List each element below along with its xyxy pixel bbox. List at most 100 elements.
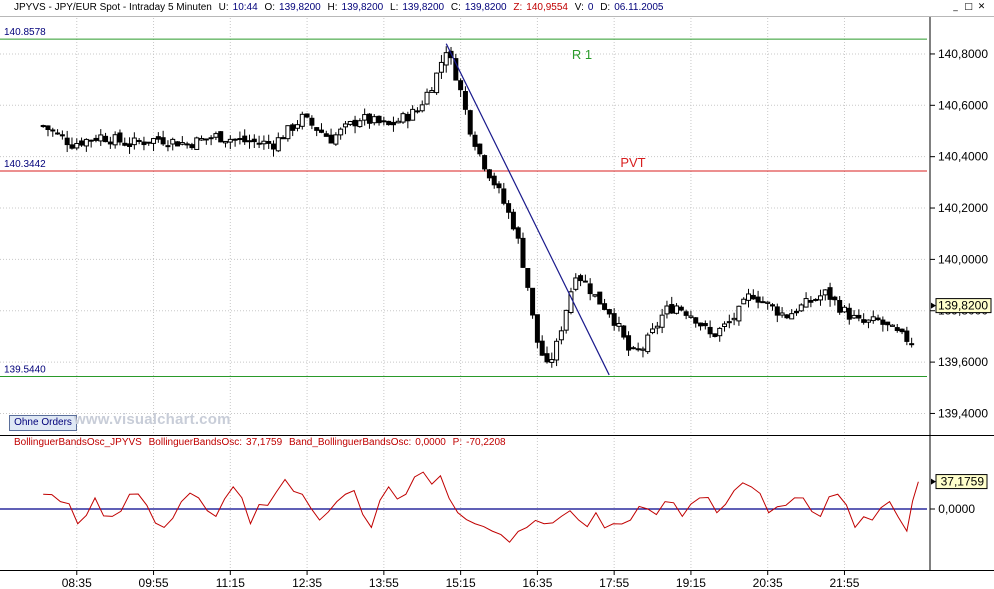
candle-up — [371, 116, 377, 124]
v-value: 0 — [587, 2, 594, 13]
time-tick-label: 12:35 — [292, 576, 322, 589]
price-tick-label: 139,6000 — [938, 355, 988, 369]
watermark: www.visualchart.com — [74, 411, 231, 428]
candle-down — [693, 317, 699, 324]
u-label: U: — [218, 2, 229, 13]
candle-down — [165, 145, 171, 148]
candle-up — [736, 305, 742, 322]
close-icon[interactable]: ✕ — [977, 2, 986, 12]
candle-down — [55, 132, 61, 135]
candle-up — [889, 324, 895, 327]
price-axis[interactable]: 140,8000 140,6000 140,4000 140,2000 140,0000… — [930, 47, 992, 421]
candle-down — [390, 121, 396, 126]
c-value: 139,8200 — [464, 2, 507, 13]
candle-down — [405, 113, 411, 122]
candle-down — [141, 141, 147, 146]
d-label: D: — [600, 2, 611, 13]
candle-down — [587, 283, 593, 295]
candle-up — [765, 301, 771, 304]
candle-up — [789, 313, 795, 320]
oscillator-title: BollinguerBandsOsc_JPYVS BollinguerBands… — [14, 437, 510, 448]
candle-down — [318, 129, 324, 133]
candle-up — [554, 340, 560, 361]
ohne-orders-button[interactable]: Ohne Orders — [9, 415, 77, 431]
candle-down — [251, 138, 257, 143]
o-value: 139,8200 — [279, 2, 321, 13]
candle-up — [438, 61, 444, 73]
candle-up — [294, 124, 300, 129]
candle-up — [275, 137, 281, 152]
candle-down — [486, 169, 492, 179]
candle-down — [894, 327, 900, 331]
candle-up — [870, 316, 876, 322]
candle-up — [419, 104, 425, 112]
price-tick-label: 140,2000 — [938, 201, 988, 215]
candle-up — [817, 295, 823, 301]
candle-down — [242, 135, 248, 143]
candle-down — [582, 280, 588, 283]
minimize-icon[interactable]: _ — [953, 2, 958, 12]
candle-down — [899, 328, 905, 333]
time-tick-label: 11:15 — [216, 576, 245, 589]
level-value-label: 140.3442 — [4, 159, 46, 170]
candle-up — [227, 138, 233, 143]
candle-down — [175, 141, 181, 147]
last-price-pointer — [931, 302, 936, 309]
trendline-segment — [445, 43, 610, 376]
candle-down — [606, 309, 612, 315]
candle-up — [558, 330, 564, 341]
candle-down — [107, 141, 113, 145]
candle-down — [707, 326, 713, 335]
c-label: C: — [450, 2, 461, 13]
candle-up — [338, 128, 344, 136]
price-tick-label: 140,0000 — [938, 252, 988, 266]
candle-down — [702, 323, 708, 327]
candle-up — [592, 294, 598, 297]
time-tick-label: 16:35 — [522, 576, 552, 589]
time-tick-label: 13:55 — [369, 576, 399, 589]
candle-down — [774, 306, 780, 316]
chart-header: JPYVS - JPY/EUR Spot - Intraday 5 Minute… — [0, 0, 994, 17]
candle-down — [578, 275, 584, 282]
candle-down — [880, 319, 886, 325]
candle-up — [659, 314, 665, 328]
candle-down — [832, 296, 838, 301]
o-label: O: — [264, 2, 276, 13]
candle-up — [573, 277, 579, 290]
candle-up — [98, 134, 104, 142]
osc-p-label: P: — [452, 437, 463, 448]
time-tick-label: 08:35 — [62, 576, 92, 589]
price-tick-label: 139,4000 — [938, 406, 988, 420]
candle-up — [760, 301, 766, 304]
candle-down — [453, 58, 459, 81]
candle-up — [184, 143, 190, 146]
candle-up — [223, 140, 229, 144]
candle-down — [678, 306, 684, 311]
candle-up — [112, 134, 118, 146]
candle-up — [865, 319, 871, 323]
osc-name: BollinguerBandsOsc_JPYVS — [14, 437, 142, 448]
candle-up — [199, 138, 205, 141]
candle-up — [803, 298, 809, 308]
candle-up — [179, 142, 185, 145]
candle-down — [506, 203, 512, 213]
candle-down — [88, 139, 94, 142]
osc-last-pointer — [931, 478, 936, 485]
osc-band-label: Band_BollinguerBandsOsc: — [288, 437, 412, 448]
header-info: JPYVS - JPY/EUR Spot - Intraday 5 Minute… — [14, 0, 668, 16]
last-price-label: 139,8200 — [938, 299, 988, 313]
candle-down — [885, 321, 891, 326]
price-tick-label: 140,8000 — [938, 47, 988, 61]
candle-down — [69, 144, 75, 149]
restore-icon[interactable]: □ — [964, 2, 973, 12]
time-axis[interactable]: 08:35 09:55 11:15 12:35 13:55 15:15 16:35 17:55… — [62, 570, 860, 589]
candle-down — [93, 137, 99, 141]
candle-down — [482, 155, 488, 170]
candle-up — [170, 138, 176, 145]
candle-down — [698, 322, 704, 327]
h-value: 139,8200 — [341, 2, 384, 13]
level-value-label: 139.5440 — [4, 364, 46, 375]
candle-up — [342, 123, 348, 128]
candle-down — [45, 125, 51, 131]
